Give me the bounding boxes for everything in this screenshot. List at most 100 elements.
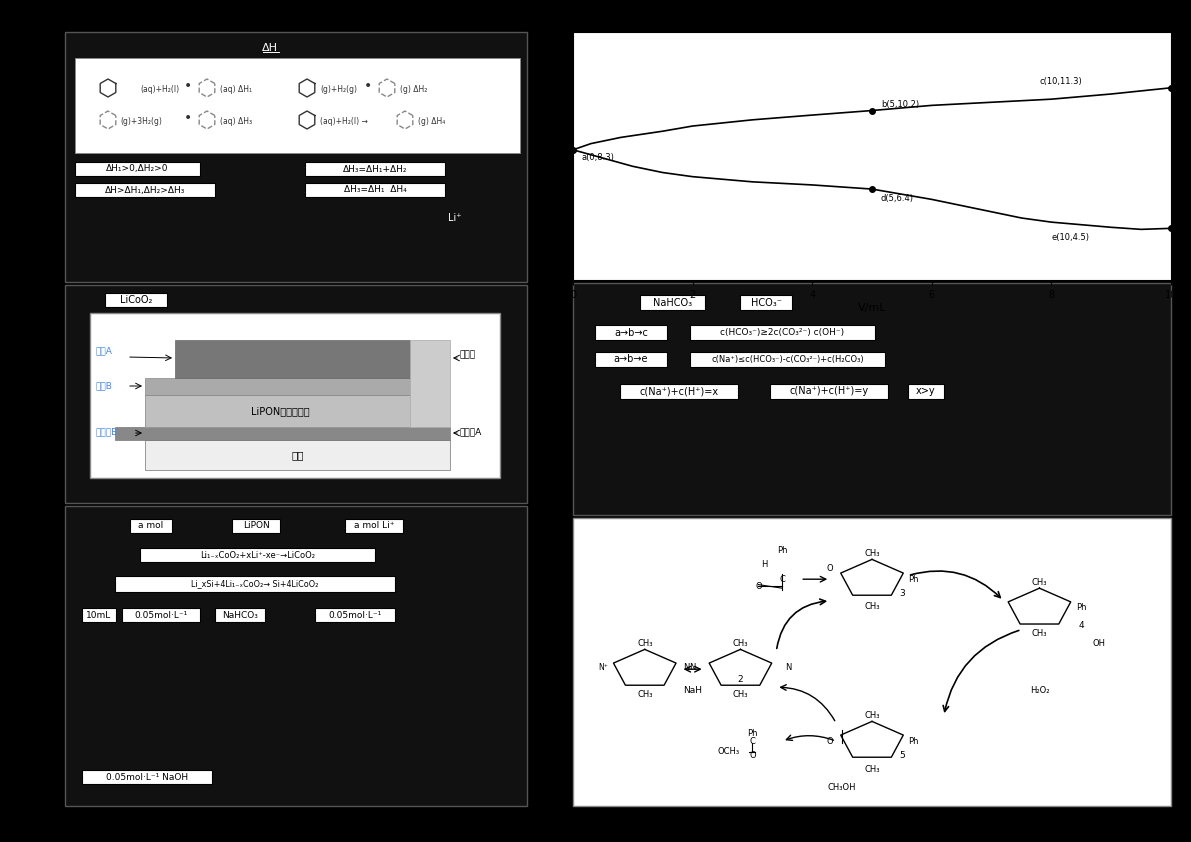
Bar xyxy=(345,519,403,533)
Y-axis label: pH: pH xyxy=(536,12,550,22)
X-axis label: V/mL: V/mL xyxy=(858,302,886,312)
Text: H: H xyxy=(761,560,767,569)
Text: N: N xyxy=(684,663,690,672)
Bar xyxy=(116,427,450,440)
Text: O: O xyxy=(827,564,834,573)
Bar xyxy=(596,352,667,367)
Bar xyxy=(130,519,172,533)
Bar xyxy=(621,384,738,399)
Text: (aq) ΔH₃: (aq) ΔH₃ xyxy=(220,118,252,126)
Bar xyxy=(75,183,216,197)
Text: CH₃OH: CH₃OH xyxy=(828,784,856,792)
Text: Li⁺: Li⁺ xyxy=(448,213,461,223)
Bar xyxy=(116,576,395,592)
Text: CH₃: CH₃ xyxy=(1031,578,1047,588)
Bar xyxy=(596,325,667,340)
Text: CH₃: CH₃ xyxy=(865,550,880,558)
Text: 集流体B: 集流体B xyxy=(95,428,117,436)
Bar xyxy=(121,608,200,622)
Text: 基体: 基体 xyxy=(292,450,304,460)
Text: c(10,11.3): c(10,11.3) xyxy=(1040,77,1083,86)
Text: e(10,4.5): e(10,4.5) xyxy=(1052,233,1090,242)
Bar xyxy=(690,352,885,367)
Text: ΔH₃=ΔH₁  ΔH₄: ΔH₃=ΔH₁ ΔH₄ xyxy=(344,185,406,195)
Text: 电极A: 电极A xyxy=(95,347,112,355)
Text: OCH₃: OCH₃ xyxy=(717,748,740,756)
Bar xyxy=(66,32,526,282)
Text: c(Na⁺)+c(H⁺)=y: c(Na⁺)+c(H⁺)=y xyxy=(790,386,868,397)
Bar xyxy=(305,183,445,197)
Text: Li_xSi+4Li₁₋ₓCoO₂→ Si+4LiCoO₂: Li_xSi+4Li₁₋ₓCoO₂→ Si+4LiCoO₂ xyxy=(192,579,319,589)
Text: NaHCO₃: NaHCO₃ xyxy=(653,297,692,307)
Text: Ph: Ph xyxy=(747,729,757,738)
Text: 3: 3 xyxy=(899,589,905,598)
Text: 电板B: 电板B xyxy=(95,381,112,391)
Bar xyxy=(82,770,212,784)
Text: LiPON: LiPON xyxy=(243,521,269,530)
Bar xyxy=(105,293,167,307)
Text: 4: 4 xyxy=(1079,621,1084,631)
Text: a→b→c: a→b→c xyxy=(615,328,648,338)
Text: a→b→e: a→b→e xyxy=(613,354,648,365)
Bar xyxy=(216,608,266,622)
Text: O: O xyxy=(749,751,756,760)
Text: (g)+3H₂(g): (g)+3H₂(g) xyxy=(120,118,162,126)
Text: LiPON薄膜电解质: LiPON薄膜电解质 xyxy=(250,406,310,416)
Bar xyxy=(66,285,526,503)
Text: N: N xyxy=(690,663,696,672)
Bar xyxy=(66,506,526,806)
Bar xyxy=(141,548,375,562)
Text: (g) ΔH₄: (g) ΔH₄ xyxy=(418,118,445,126)
Text: •: • xyxy=(364,79,372,93)
Text: 0.05mol·L⁻¹: 0.05mol·L⁻¹ xyxy=(329,610,381,620)
Text: C: C xyxy=(779,575,785,584)
Text: 0.05mol·L⁻¹: 0.05mol·L⁻¹ xyxy=(135,610,188,620)
Text: ΔH: ΔH xyxy=(262,43,278,53)
Text: c(Na⁺)+c(H⁺)=x: c(Na⁺)+c(H⁺)=x xyxy=(640,386,718,397)
Text: x>y: x>y xyxy=(916,386,936,397)
Text: 5: 5 xyxy=(899,751,905,760)
Bar xyxy=(75,162,200,176)
Text: (g)+H₂(g): (g)+H₂(g) xyxy=(320,86,357,94)
Text: ΔH₃=ΔH₁+ΔH₂: ΔH₃=ΔH₁+ΔH₂ xyxy=(343,164,407,173)
Text: 10mL: 10mL xyxy=(87,610,112,620)
Text: OH: OH xyxy=(1092,640,1105,648)
Bar xyxy=(145,440,450,470)
Text: CH₃: CH₃ xyxy=(865,711,880,721)
Bar xyxy=(145,378,414,395)
Text: 0.05mol·L⁻¹ NaOH: 0.05mol·L⁻¹ NaOH xyxy=(106,772,188,781)
Text: 集流体A: 集流体A xyxy=(460,428,482,436)
Text: CH₃: CH₃ xyxy=(732,690,748,699)
Text: 2: 2 xyxy=(737,675,743,685)
Text: Ph: Ph xyxy=(777,546,787,555)
Text: •: • xyxy=(183,79,192,93)
Bar xyxy=(908,384,944,399)
Text: CH₃: CH₃ xyxy=(865,602,880,610)
Bar xyxy=(305,162,445,176)
Text: (aq) ΔH₁: (aq) ΔH₁ xyxy=(220,86,252,94)
Bar xyxy=(175,340,410,378)
Text: (aq)+H₂(l): (aq)+H₂(l) xyxy=(141,86,179,94)
Text: Ph: Ph xyxy=(1075,604,1086,612)
Bar xyxy=(232,519,280,533)
Bar xyxy=(145,395,414,427)
Text: CH₃: CH₃ xyxy=(1031,629,1047,637)
Text: d(5,6.4): d(5,6.4) xyxy=(881,194,913,203)
Text: (g) ΔH₂: (g) ΔH₂ xyxy=(400,86,428,94)
Text: a mol Li⁺: a mol Li⁺ xyxy=(354,521,394,530)
Text: O: O xyxy=(755,582,762,591)
Text: Li₁₋ₓCoO₂+xLi⁺-xe⁻→LiCoO₂: Li₁₋ₓCoO₂+xLi⁺-xe⁻→LiCoO₂ xyxy=(200,551,314,559)
Text: CH₃: CH₃ xyxy=(637,690,653,699)
Text: 封氧层: 封氧层 xyxy=(460,350,476,360)
Text: b(5,10.2): b(5,10.2) xyxy=(881,100,919,109)
Bar xyxy=(573,283,1171,515)
Bar xyxy=(771,384,888,399)
Bar xyxy=(82,608,116,622)
Text: O: O xyxy=(827,737,834,746)
Text: H₂O₂: H₂O₂ xyxy=(1030,686,1049,695)
Text: CH₃: CH₃ xyxy=(637,640,653,648)
Text: Ph: Ph xyxy=(909,737,919,746)
Text: NaH: NaH xyxy=(684,686,703,695)
Text: NaHCO₃: NaHCO₃ xyxy=(222,610,258,620)
Bar xyxy=(740,295,792,310)
